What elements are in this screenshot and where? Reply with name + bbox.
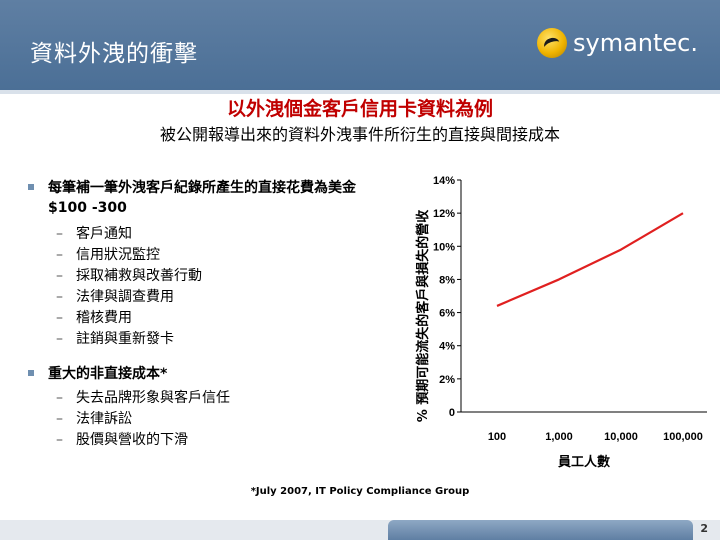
list-item-text: 信用狀況監控: [76, 247, 160, 263]
list-item: – 採取補救與改善行動: [56, 268, 202, 284]
header-divider: [0, 90, 720, 94]
list-item-text: 股價與營收的下滑: [76, 432, 188, 448]
indirect-costs-bullet: 重大的非直接成本*: [28, 364, 388, 384]
bullet-marker: [28, 184, 34, 190]
list-item: – 稽核費用: [56, 310, 132, 326]
symantec-logo: symantec.: [536, 28, 698, 58]
y-tick-label: 8%: [439, 274, 455, 286]
list-item-text: 稽核費用: [76, 310, 132, 326]
subheadline: 被公開報導出來的資料外洩事件所衍生的直接與間接成本: [159, 125, 560, 144]
list-item: – 客戶通知: [56, 226, 132, 242]
list-item-text: 失去品牌形象與客戶信任: [76, 390, 230, 406]
list-item-text: 採取補救與改善行動: [76, 268, 202, 284]
x-tick-label: 100,000: [663, 431, 703, 443]
list-item: – 法律訴訟: [56, 411, 132, 427]
y-axis-title: % 預期可能流失的客戶與損失的營收: [415, 209, 431, 423]
direct-costs-title: 每筆補一筆外洩客戶紀錄所產生的直接花費為美金 $100 -300: [48, 180, 356, 216]
indirect-costs-title: 重大的非直接成本*: [48, 366, 168, 382]
y-tick-label: 0: [449, 407, 455, 419]
x-axis-title: 員工人數: [557, 454, 610, 470]
list-item-text: 註銷與重新發卡: [76, 331, 174, 347]
list-item: – 法律與調查費用: [56, 289, 174, 305]
y-tick-label: 10%: [433, 241, 455, 253]
loss-chart: 0 2% 4% 6% 8% 10% 12% 14% 100 1,000 10,000 100,000 員…: [415, 175, 707, 470]
logo-text: symantec.: [572, 29, 698, 57]
y-tick-label: 2%: [439, 374, 455, 386]
y-tick-label: 12%: [433, 208, 455, 220]
list-item: – 信用狀況監控: [56, 247, 160, 263]
y-tick-label: 6%: [439, 308, 455, 320]
footnote: *July 2007, IT Policy Compliance Group: [250, 486, 470, 497]
x-tick-label: 1,000: [545, 431, 573, 443]
symantec-logo-icon: [536, 28, 567, 58]
series-line: [496, 212, 684, 307]
list-item: – 失去品牌形象與客戶信任: [56, 390, 230, 406]
list-item-text: 法律與調查費用: [76, 289, 174, 305]
x-tick-label: 100: [488, 431, 506, 443]
list-item: – 註銷與重新發卡: [56, 331, 174, 347]
x-tick-label: 10,000: [604, 431, 638, 443]
page-number: 2: [700, 522, 708, 535]
direct-costs-bullet: 每筆補一筆外洩客戶紀錄所產生的直接花費為美金 $100 -300: [28, 178, 388, 218]
y-tick-label: 4%: [439, 341, 455, 353]
list-item-text: 法律訴訟: [76, 411, 132, 427]
header-bar: 資料外洩的衝擊 symantec.: [0, 0, 720, 90]
bullet-marker: [28, 370, 34, 376]
footer-tab: [388, 520, 693, 540]
list-item: – 股價與營收的下滑: [56, 432, 188, 448]
y-tick-label: 14%: [433, 175, 455, 187]
headline: 以外洩個金客戶信用卡資料為例: [226, 98, 493, 120]
slide-title: 資料外洩的衝擊: [30, 41, 198, 67]
bullet-list: 每筆補一筆外洩客戶紀錄所產生的直接花費為美金 $100 -300 – 客戶通知 –…: [28, 178, 388, 451]
list-item-text: 客戶通知: [76, 226, 132, 242]
